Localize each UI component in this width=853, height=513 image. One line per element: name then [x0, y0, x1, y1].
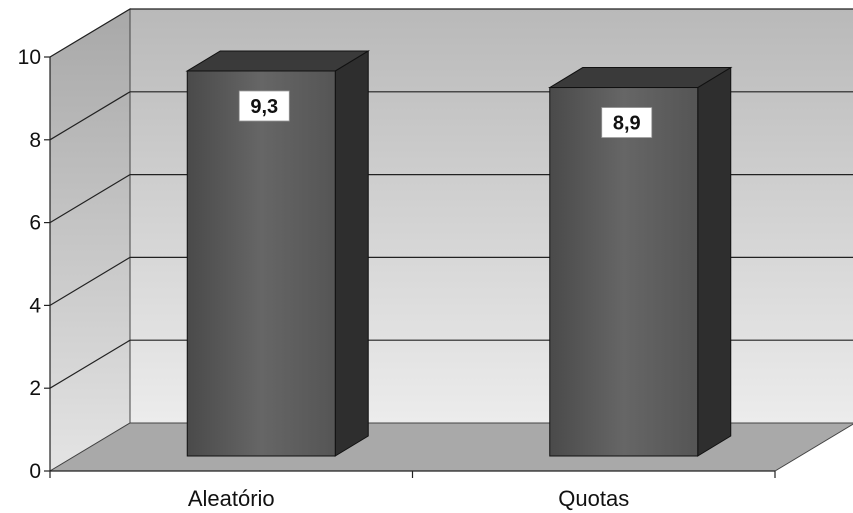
- gridline-10: [49, 8, 853, 58]
- data-label-box: [601, 107, 653, 138]
- labels: 0 2 4 6 8 10 9,3 Aleatório 8,9 Quotas: [18, 46, 653, 511]
- data-label: 9,3: [250, 96, 278, 118]
- bar-side-face: [697, 66, 732, 457]
- x-category-label: Aleatório: [188, 486, 275, 511]
- bar-aleatório: [185, 50, 371, 457]
- y-tick-label: 10: [18, 46, 41, 69]
- y-tick-label: 4: [29, 294, 41, 317]
- bar-top-face: [547, 67, 733, 89]
- data-label: 8,9: [613, 113, 641, 135]
- y-tick-label: 0: [29, 460, 41, 483]
- data-label-box: [238, 90, 290, 122]
- chart-walls: [48, 8, 853, 472]
- x-category-label: Quotas: [558, 486, 629, 511]
- bar-top-face: [185, 50, 371, 72]
- axes: [44, 56, 776, 478]
- bar-side-face: [334, 50, 369, 457]
- floor: [48, 422, 853, 472]
- bar-front-face: [186, 70, 336, 457]
- side-wall: [49, 8, 131, 472]
- y-tick-label: 8: [29, 129, 41, 152]
- bar-quotas: [547, 66, 733, 457]
- y-tick-label: 6: [29, 212, 41, 235]
- y-tick-label: 2: [29, 377, 41, 400]
- bars: [185, 50, 733, 457]
- bar-front-face: [549, 87, 699, 457]
